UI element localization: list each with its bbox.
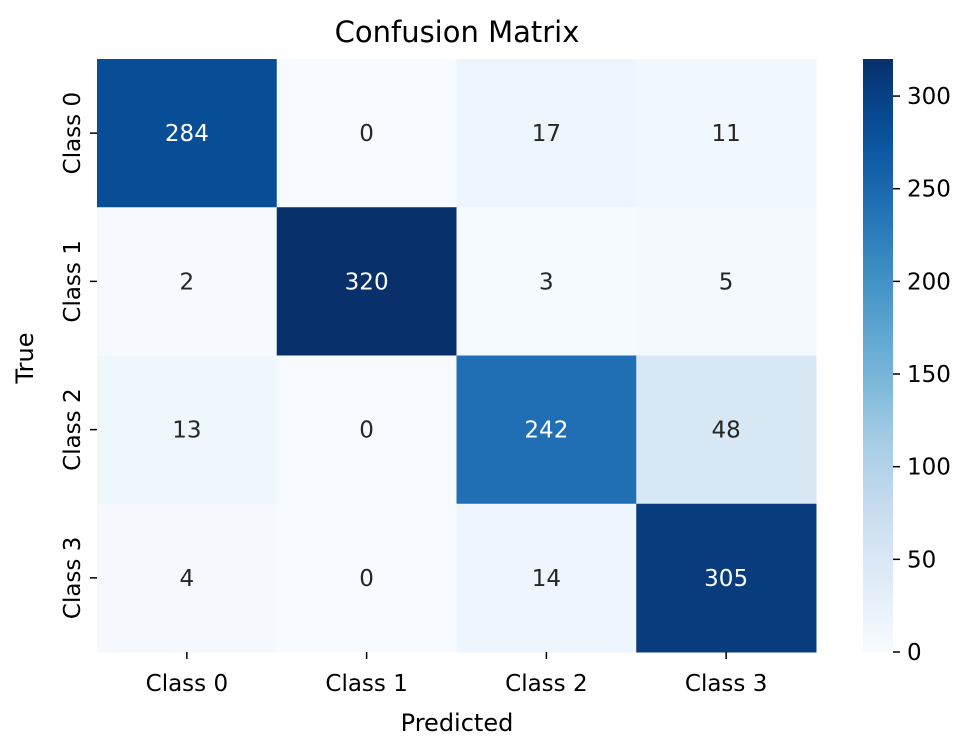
heatmap-cell-r1-c0	[97, 207, 278, 356]
heatmap-cell-r1-c2	[456, 207, 637, 356]
colorbar-tick-label-1: 50	[907, 547, 936, 573]
x-axis: Class 0 Class 1 Class 2 Class 3	[146, 652, 767, 697]
cell-value-r3-c2: 14	[532, 566, 561, 592]
y-tick-label-2: Class 2	[60, 388, 86, 470]
x-tick-label-2: Class 2	[505, 671, 587, 697]
y-tick-label-3: Class 3	[60, 537, 86, 619]
heatmap-cell-r0-c2	[456, 59, 637, 208]
heatmap-cell-r3-c3	[636, 503, 817, 653]
colorbar-tick-label-0: 0	[907, 640, 922, 666]
colorbar-tick-label-4: 200	[907, 269, 951, 295]
heatmap-cell-r3-c0	[97, 503, 278, 653]
y-tick-label-1: Class 1	[60, 240, 86, 322]
x-axis-label: Predicted	[401, 709, 514, 737]
colorbar: 0 50 100 150 200 250 300	[863, 59, 951, 666]
heatmap-cell-r3-c2	[456, 503, 637, 653]
colorbar-tick-label-6: 300	[907, 84, 951, 110]
cell-value-r2-c1: 0	[359, 418, 374, 444]
cell-value-r1-c3: 5	[719, 269, 734, 295]
y-axis-label: True	[11, 333, 39, 385]
colorbar-ticks: 0 50 100 150 200 250 300	[893, 84, 951, 666]
cell-value-r3-c0: 4	[180, 566, 195, 592]
chart-title: Confusion Matrix	[335, 15, 580, 49]
cell-value-r0-c0: 284	[165, 121, 209, 147]
heatmap-cell-r0-c1	[276, 59, 457, 208]
heatmap-cell-r2-c2	[456, 355, 637, 505]
x-tick-label-3: Class 3	[685, 671, 767, 697]
heatmap-grid: 284 0 17 112 320 3 513 0 242 484 0 14 305	[97, 59, 817, 653]
cell-value-r2-c2: 242	[524, 418, 568, 444]
heatmap-cell-r0-c3	[636, 59, 817, 208]
cell-value-r1-c0: 2	[180, 269, 195, 295]
y-tick-label-0: Class 0	[60, 92, 86, 174]
colorbar-tick-label-5: 250	[907, 177, 951, 203]
y-axis: Class 0 Class 1 Class 2 Class 3	[60, 92, 97, 619]
heatmap-cell-r1-c3	[636, 207, 817, 356]
cell-value-r2-c3: 48	[711, 418, 740, 444]
colorbar-gradient	[863, 59, 893, 652]
heatmap-cell-r2-c3	[636, 355, 817, 505]
x-tick-label-1: Class 1	[325, 671, 407, 697]
cell-value-r0-c2: 17	[532, 121, 561, 147]
cell-value-r0-c1: 0	[359, 121, 374, 147]
colorbar-tick-label-2: 100	[907, 455, 951, 481]
cell-value-r3-c3: 305	[704, 566, 748, 592]
cell-value-r0-c3: 11	[711, 121, 740, 147]
heatmap-cell-r2-c1	[276, 355, 457, 505]
heatmap-cell-r0-c0	[97, 59, 278, 208]
colorbar-tick-label-3: 150	[907, 362, 951, 388]
cell-value-r1-c1: 320	[345, 269, 389, 295]
heatmap-cell-r1-c1	[276, 207, 457, 356]
heatmap-cell-r2-c0	[97, 355, 278, 505]
cell-value-r3-c1: 0	[359, 566, 374, 592]
x-tick-label-0: Class 0	[146, 671, 228, 697]
cell-value-r2-c0: 13	[172, 418, 201, 444]
cell-value-r1-c2: 3	[539, 269, 554, 295]
heatmap-cell-r3-c1	[276, 503, 457, 653]
